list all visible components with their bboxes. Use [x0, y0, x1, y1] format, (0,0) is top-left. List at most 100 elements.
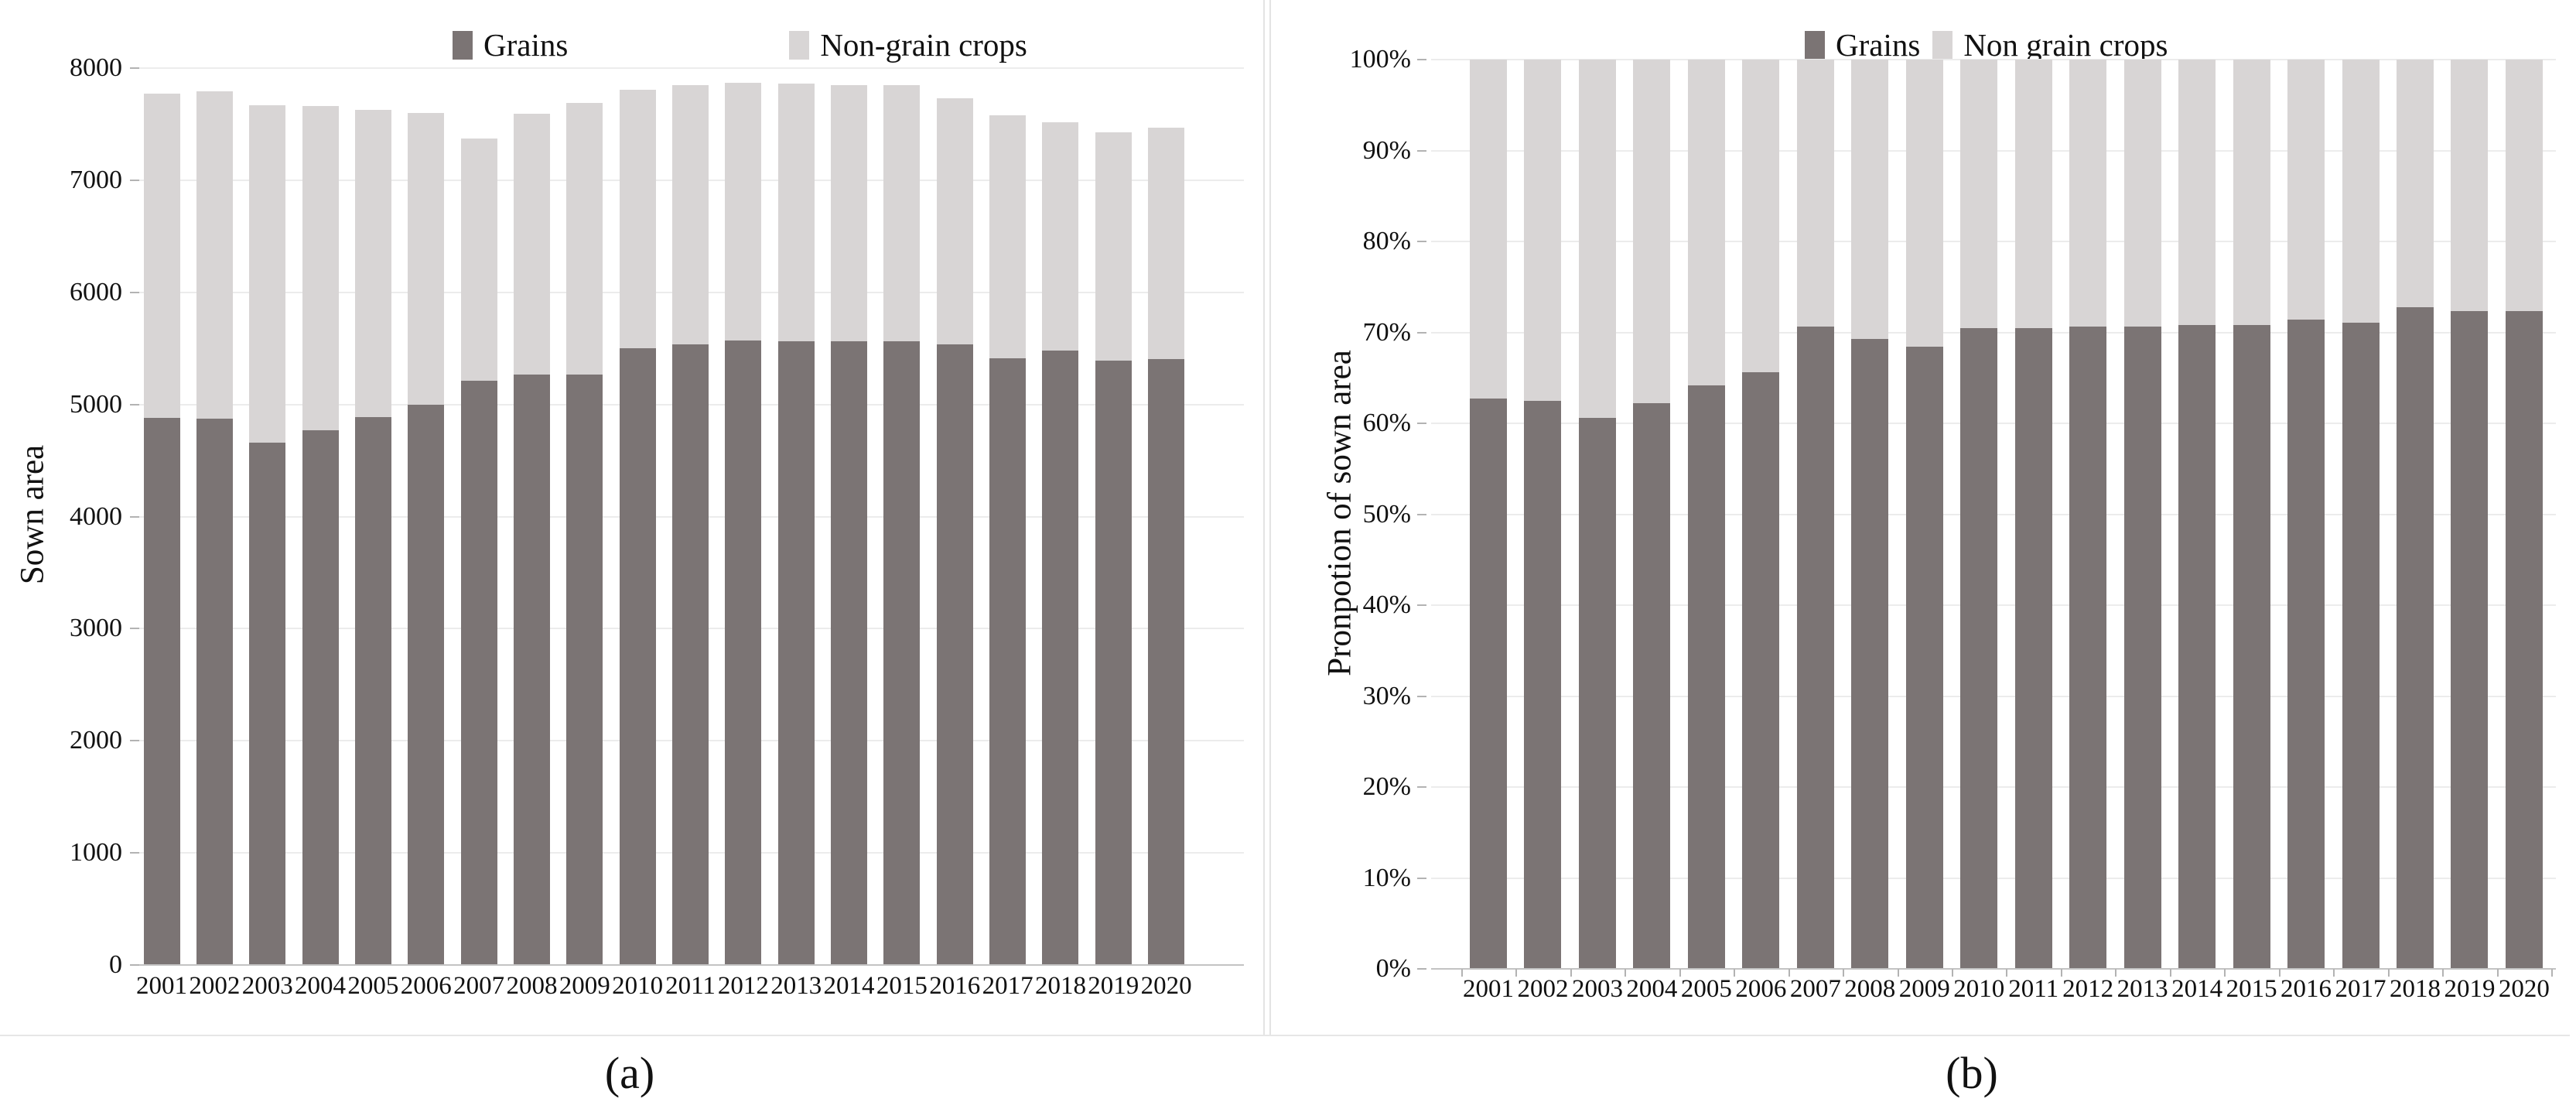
- y-tick-label: 80%: [1362, 227, 1411, 255]
- bar-2008-grains: [513, 375, 550, 965]
- bar-2001-non-grain: [143, 94, 180, 418]
- caption-b: (b): [1946, 1048, 1998, 1098]
- x-axis-tick: [1734, 969, 1736, 977]
- y-axis-tick: [1417, 604, 1426, 606]
- x-axis-tick: [2169, 969, 2171, 977]
- bar-2007-grains: [460, 381, 497, 965]
- bar-2001-non-grain: [1470, 60, 1507, 399]
- bar-2008-non-grain: [513, 114, 550, 375]
- y-tick-label: 6000: [70, 277, 122, 306]
- x-tick-label: 2002: [1517, 975, 1569, 1003]
- x-tick-label: 2011: [2008, 975, 2059, 1003]
- y-tick-label: 0: [109, 950, 122, 979]
- y-axis-tick: [1417, 331, 1426, 334]
- bar-2006-grains: [408, 405, 445, 965]
- bar-2005-non-grain: [354, 110, 391, 417]
- x-tick-label: 2012: [2062, 975, 2114, 1003]
- bar-2015-non-grain: [2233, 60, 2270, 326]
- x-tick-label: 2005: [1680, 975, 1732, 1003]
- bar-2001-grains: [1470, 399, 1507, 969]
- bar-2008-grains: [1851, 338, 1889, 969]
- bar-2019-grains: [1095, 361, 1132, 965]
- x-tick-label: 2015: [876, 972, 928, 1000]
- y-tick-label: 2000: [70, 726, 122, 755]
- bar-2020-grains: [2505, 311, 2543, 969]
- bar-2014-non-grain: [2178, 60, 2216, 326]
- bar-2004-grains: [302, 429, 339, 965]
- bar-2012-grains: [725, 340, 762, 965]
- legend-item-non-grain: Non-grain crops: [789, 29, 1027, 61]
- y-axis-tick: [130, 403, 139, 406]
- bar-2017-grains: [989, 358, 1027, 965]
- bar-2006-non-grain: [1742, 60, 1780, 373]
- x-tick-label: 2017: [982, 972, 1033, 1000]
- y-tick-label: 50%: [1362, 499, 1411, 529]
- x-tick-label: 2019: [2444, 975, 2496, 1003]
- bar-2003-grains: [1578, 417, 1616, 969]
- x-tick-label: 2018: [2389, 975, 2441, 1003]
- bar-2009-grains: [1905, 347, 1943, 969]
- x-tick-label: 2008: [506, 972, 558, 1000]
- x-axis-tick: [2278, 969, 2280, 977]
- y-tick-label: 8000: [70, 53, 122, 82]
- x-tick-label: 2010: [1953, 975, 2005, 1003]
- x-tick-label: 2013: [2116, 975, 2168, 1003]
- y-axis-tick: [1417, 241, 1426, 242]
- x-tick-label: 2001: [136, 972, 187, 1000]
- x-tick-label: 2012: [717, 972, 769, 1000]
- bar-2004-grains: [1633, 403, 1671, 969]
- bar-2014-grains: [831, 340, 868, 965]
- x-axis-tick: [1843, 969, 1845, 977]
- x-tick-label: 2016: [929, 972, 981, 1000]
- bar-2007-grains: [1796, 327, 1834, 969]
- x-axis-tick: [1461, 969, 1463, 977]
- bar-2017-grains: [2342, 322, 2380, 969]
- y-axis-tick: [130, 628, 139, 630]
- bar-2007-non-grain: [460, 138, 497, 382]
- x-axis-tick: [1515, 969, 1518, 977]
- x-axis-tick: [2496, 969, 2499, 977]
- bar-2012-non-grain: [725, 82, 762, 341]
- bar-2014-non-grain: [831, 85, 868, 341]
- bar-2003-non-grain: [249, 104, 286, 443]
- y-tick-label: 90%: [1362, 135, 1411, 165]
- x-tick-label: 2007: [453, 972, 505, 1000]
- bar-2016-grains: [2287, 320, 2325, 969]
- bar-2020-non-grain: [1148, 127, 1185, 359]
- y-tick-label: 70%: [1362, 317, 1411, 347]
- y-tick-label: 5000: [70, 389, 122, 419]
- y-axis-tick: [130, 964, 139, 966]
- y-tick-label: 40%: [1362, 590, 1411, 619]
- x-axis-line: [139, 964, 1244, 966]
- panel-bottom-divider: [0, 1035, 2570, 1036]
- x-axis-tick: [2333, 969, 2335, 977]
- bar-2015-non-grain: [883, 85, 921, 341]
- x-axis-tick: [2060, 969, 2062, 977]
- bar-2016-non-grain: [936, 98, 973, 345]
- x-axis-tick: [2006, 969, 2008, 977]
- x-tick-label: 2007: [1789, 975, 1841, 1003]
- y-axis-tick: [130, 515, 139, 518]
- y-axis-tick: [130, 291, 139, 293]
- y-axis-tick: [1417, 423, 1426, 424]
- y-axis-tick: [1417, 786, 1426, 788]
- y-tick-label: 100%: [1349, 45, 1411, 74]
- x-axis-tick: [2224, 969, 2226, 977]
- bar-2009-grains: [566, 374, 603, 965]
- y-axis-tick: [1417, 968, 1426, 970]
- y-axis-tick: [1417, 59, 1426, 60]
- bar-2003-non-grain: [1578, 60, 1616, 418]
- bar-2019-grains: [2451, 311, 2489, 969]
- x-tick-label: 2017: [2335, 975, 2386, 1003]
- x-tick-label: 2020: [2498, 975, 2550, 1003]
- legend-label-non-grain: Non-grain crops: [820, 27, 1027, 63]
- bar-2011-grains: [2014, 327, 2052, 969]
- x-tick-label: 2001: [1463, 975, 1514, 1003]
- caption-a: (a): [604, 1048, 655, 1098]
- bar-2010-non-grain: [619, 89, 656, 349]
- bar-2013-non-grain: [777, 83, 815, 341]
- bar-2006-grains: [1742, 372, 1780, 969]
- y-axis-tick: [130, 67, 139, 69]
- legend-chart-b: Grains Non grain crops: [1805, 29, 2168, 61]
- non-grain-swatch-icon: [1932, 31, 1953, 60]
